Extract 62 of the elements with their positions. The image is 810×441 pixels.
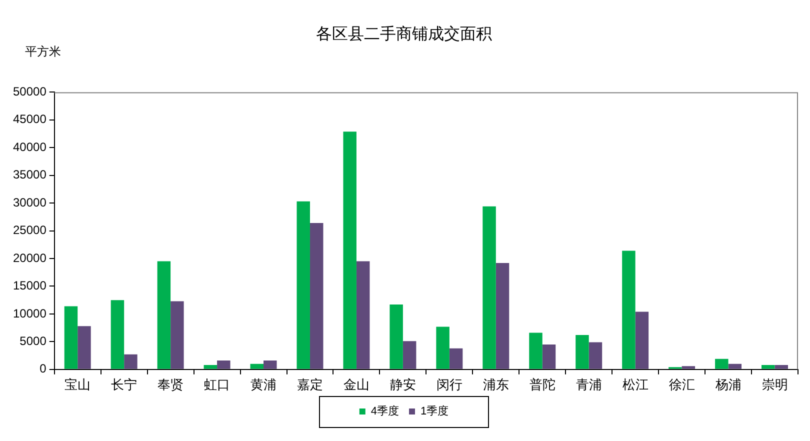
y-axis-title: 平方米 bbox=[25, 44, 61, 59]
legend-label: 4季度 bbox=[370, 404, 400, 418]
y-tick-label: 10000 bbox=[12, 306, 47, 320]
bar bbox=[635, 312, 649, 369]
x-tick-label: 闵行 bbox=[436, 376, 462, 392]
x-tick-label: 长宁 bbox=[111, 376, 138, 392]
chart-title: 各区县二手商铺成交面积 bbox=[316, 25, 492, 44]
x-tick-label: 浦东 bbox=[482, 376, 509, 392]
bar bbox=[762, 364, 775, 369]
bar bbox=[436, 326, 450, 369]
bar bbox=[390, 304, 403, 369]
bar bbox=[296, 201, 310, 369]
y-tick-label: 5000 bbox=[20, 334, 47, 348]
bar bbox=[343, 132, 356, 369]
bar bbox=[542, 344, 556, 369]
bar bbox=[529, 332, 542, 369]
y-tick-label: 20000 bbox=[12, 250, 47, 265]
x-tick-label: 虹口 bbox=[204, 376, 230, 392]
x-tick-label: 宝山 bbox=[64, 376, 91, 392]
bar bbox=[715, 358, 728, 369]
x-tick-label: 杨浦 bbox=[714, 376, 742, 392]
bar bbox=[588, 342, 602, 369]
bar bbox=[204, 364, 218, 369]
x-tick-label: 奉贤 bbox=[158, 376, 184, 392]
bar bbox=[449, 348, 463, 369]
x-tick-label: 金山 bbox=[343, 376, 370, 392]
x-tick-label: 普陀 bbox=[529, 376, 556, 392]
bar bbox=[310, 223, 324, 369]
x-tick-label: 崇明 bbox=[762, 376, 788, 392]
bar bbox=[78, 326, 91, 369]
bar bbox=[124, 354, 138, 369]
bar bbox=[356, 261, 370, 369]
y-tick-label: 50000 bbox=[12, 84, 47, 99]
bar bbox=[774, 364, 788, 369]
bar bbox=[496, 262, 510, 369]
bar bbox=[482, 206, 496, 369]
y-tick-label: 15000 bbox=[12, 278, 47, 293]
bar bbox=[170, 301, 184, 369]
x-tick-label: 黄浦 bbox=[250, 376, 277, 392]
x-tick-label: 静安 bbox=[390, 376, 416, 392]
y-tick-label: 40000 bbox=[12, 140, 47, 154]
bar bbox=[576, 335, 589, 369]
y-tick-label: 30000 bbox=[12, 195, 47, 210]
bar bbox=[110, 300, 124, 369]
bar bbox=[64, 306, 78, 369]
y-tick-label: 0 bbox=[40, 362, 47, 376]
bar bbox=[728, 364, 742, 369]
x-tick-label: 青浦 bbox=[576, 376, 602, 392]
x-tick-label: 松江 bbox=[622, 376, 648, 392]
x-tick-label: 徐汇 bbox=[668, 376, 695, 392]
x-tick-label: 嘉定 bbox=[296, 376, 323, 392]
bar bbox=[402, 341, 416, 369]
bar bbox=[217, 360, 230, 369]
y-tick-label: 35000 bbox=[12, 168, 47, 182]
legend-label: 1季度 bbox=[420, 404, 449, 418]
y-tick-label: 25000 bbox=[12, 223, 47, 238]
bar bbox=[682, 366, 696, 369]
bar bbox=[250, 364, 264, 369]
y-tick-label: 45000 bbox=[12, 112, 47, 126]
bar bbox=[622, 250, 636, 369]
bar bbox=[264, 360, 277, 369]
bar bbox=[157, 261, 171, 369]
